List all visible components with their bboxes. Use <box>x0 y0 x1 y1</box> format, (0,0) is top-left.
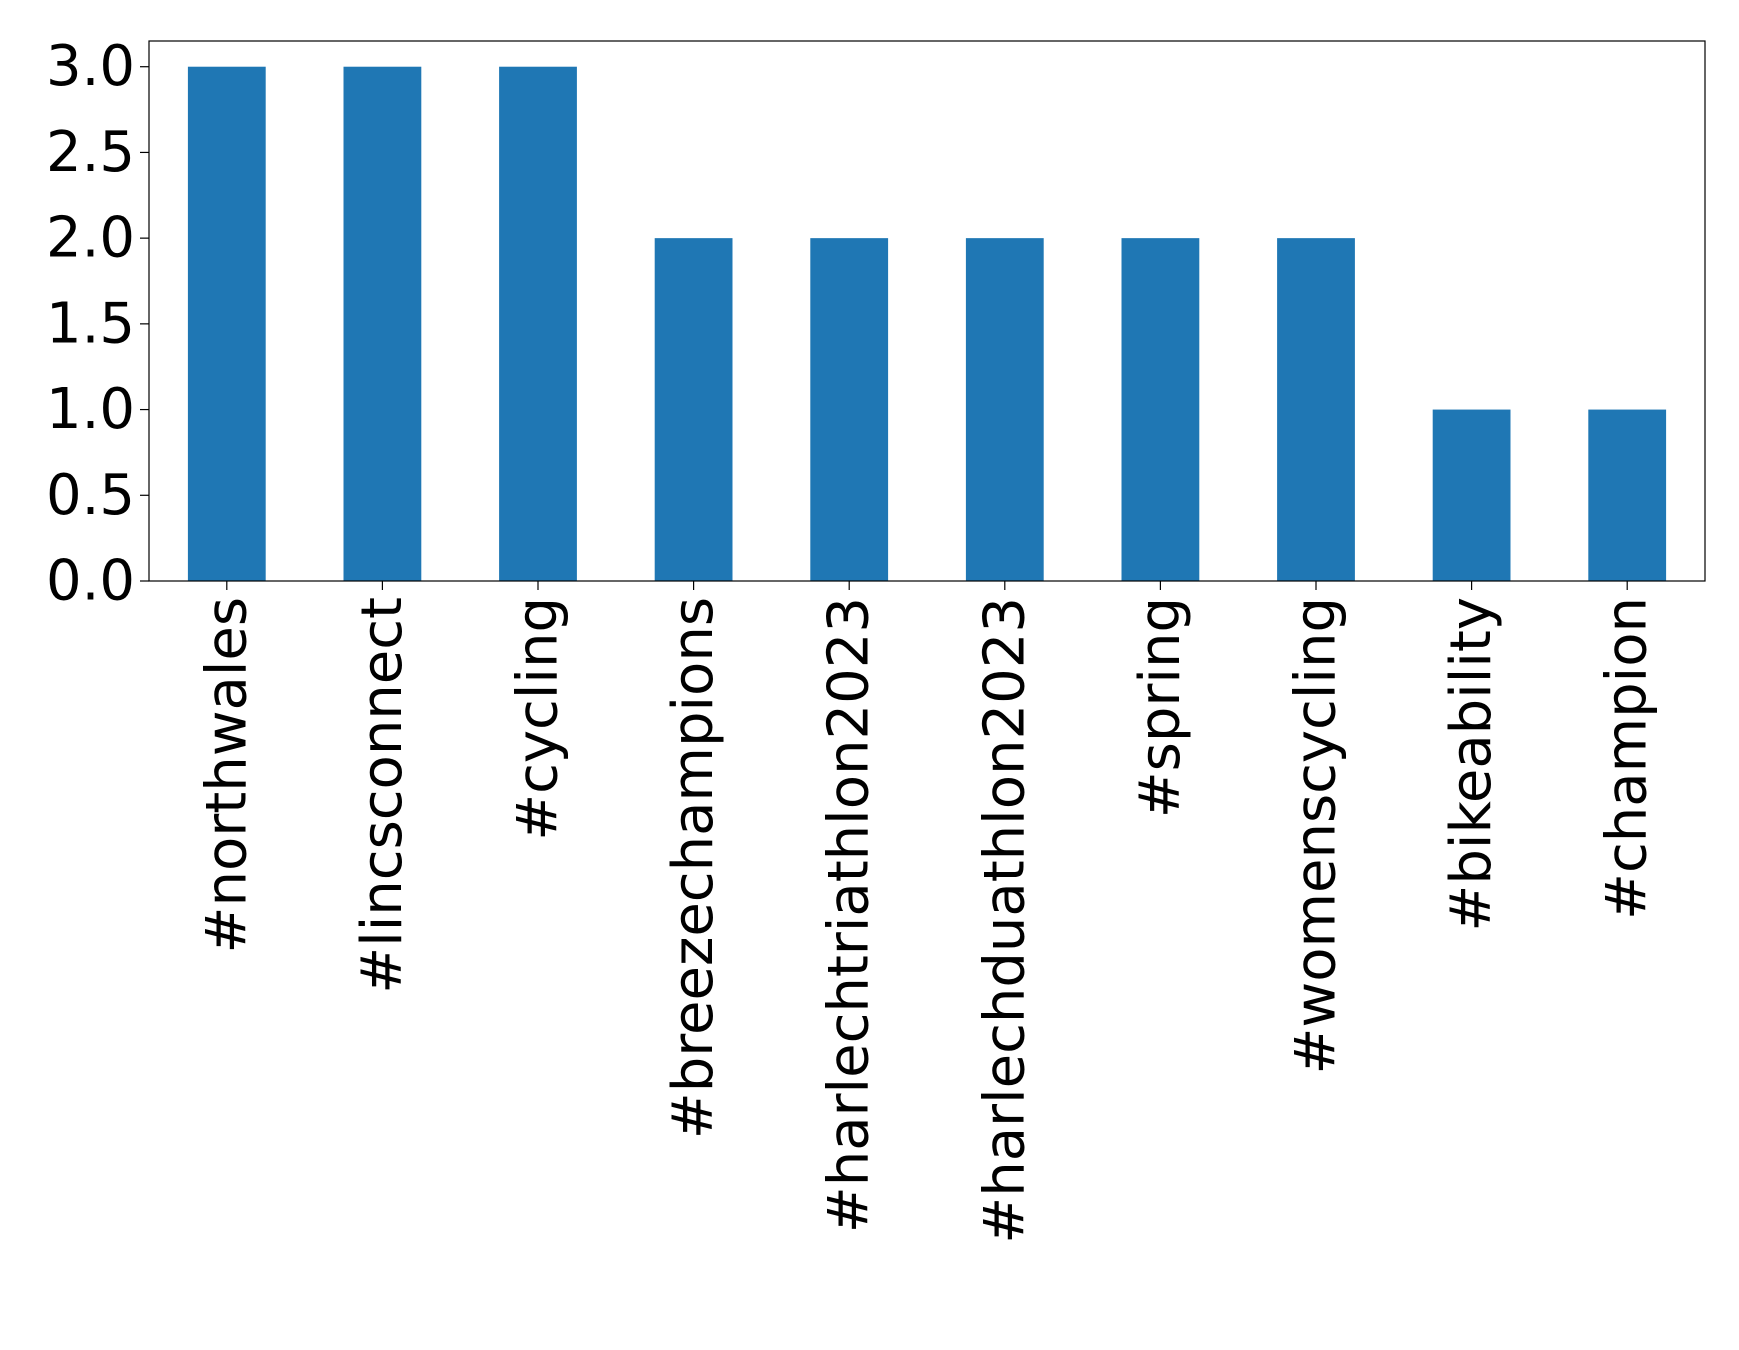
x-tick-label: #cycling <box>506 597 571 841</box>
bar-womenscycling <box>1277 238 1355 581</box>
x-tick-label: #breezechampions <box>661 597 726 1139</box>
bar-spring <box>1121 238 1200 581</box>
y-tick-label: 2.5 <box>46 120 135 185</box>
plot-frame <box>148 40 1706 582</box>
bar-champion <box>1588 409 1667 581</box>
x-tick-label: #champion <box>1595 597 1660 920</box>
bar-harlechtriathlon2023 <box>810 238 889 581</box>
bar-breezechampions <box>654 238 733 581</box>
y-tick-label: 2.0 <box>46 206 135 271</box>
x-tick-label: #womenscycling <box>1284 597 1349 1075</box>
bar-bikeability <box>1432 409 1511 581</box>
x-tick-label: #lincsconnect <box>350 597 415 994</box>
y-tick-label: 0.0 <box>46 549 135 614</box>
y-tick-label: 3.0 <box>46 34 135 99</box>
bar-cycling <box>499 66 577 581</box>
y-axis: 0.0 0.5 1.0 1.5 2.0 2.5 3.0 <box>46 34 149 614</box>
x-tick-label: #bikeability <box>1439 597 1504 932</box>
bar-northwales <box>187 66 266 581</box>
x-tick-label: #spring <box>1128 597 1193 818</box>
bar-lincsconnect <box>343 66 422 581</box>
x-tick-label: #harlechduathlon2023 <box>972 597 1037 1244</box>
bar-harlechduathlon2023 <box>965 238 1044 581</box>
x-tick-label: #northwales <box>194 597 259 953</box>
y-tick-label: 1.5 <box>46 291 135 356</box>
x-axis: #northwales #lincsconnect #cycling #breezec… <box>194 581 1660 1244</box>
bars-layer <box>187 66 1667 581</box>
x-tick-label: #harlechtriathlon2023 <box>817 597 882 1233</box>
y-tick-label: 1.0 <box>46 377 135 442</box>
y-tick-label: 0.5 <box>46 463 135 528</box>
